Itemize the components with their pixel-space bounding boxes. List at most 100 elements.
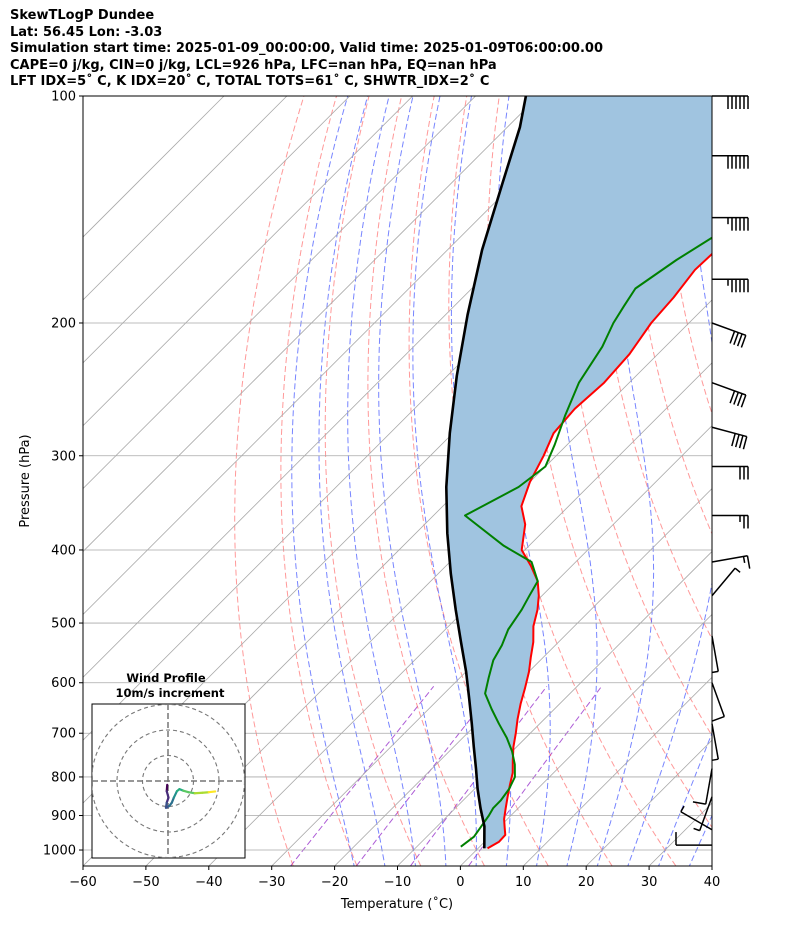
x-tick-label: −40 <box>195 875 222 890</box>
location-line: Lat: 56.45 Lon: -3.03 <box>10 24 163 40</box>
x-tick-label: −10 <box>384 875 411 890</box>
x-tick-label: −60 <box>69 875 96 890</box>
stability-line: CAPE=0 j/kg, CIN=0 j/kg, LCL=926 hPa, LF… <box>10 57 497 73</box>
x-tick-label: 10 <box>515 875 532 890</box>
station-title: SkewTLogP Dundee <box>10 8 155 23</box>
x-tick-label: 0 <box>456 875 464 890</box>
barb-staff <box>698 796 713 831</box>
shaded-area <box>446 96 712 849</box>
time-line: Simulation start time: 2025-01-09_00:00:… <box>10 41 603 57</box>
barb-flag <box>746 555 751 569</box>
hodograph-subtitle: 10m/s increment <box>116 686 225 700</box>
barb-half-flag <box>711 670 719 674</box>
dry-adiabat-line <box>760 96 794 866</box>
dry-adiabat-line <box>367 96 485 866</box>
isotherm-line <box>271 425 712 866</box>
wind-barbs <box>675 95 751 846</box>
isotherm-line <box>334 488 712 866</box>
barb-staff <box>711 322 747 337</box>
y-tick-label: 800 <box>51 770 76 785</box>
barb-half-flag <box>680 805 685 813</box>
wind-barb <box>692 768 713 805</box>
isotherm-line <box>83 96 413 427</box>
barb-staff <box>705 768 713 805</box>
barb-staff <box>711 555 748 563</box>
plot-area <box>83 96 794 866</box>
wind-barb <box>712 154 749 169</box>
barb-flag <box>731 433 736 447</box>
y-tick-label: 300 <box>51 449 76 464</box>
barb-flag <box>729 330 736 344</box>
x-tick-label: −30 <box>258 875 285 890</box>
barb-flag <box>733 332 740 346</box>
barb-staff <box>711 635 719 672</box>
y-tick-label: 200 <box>51 316 76 331</box>
temperature-profile-line <box>486 252 712 850</box>
barb-flag <box>740 394 747 408</box>
barb-flag <box>733 392 740 405</box>
wind-barb <box>711 555 751 569</box>
wind-barb <box>711 381 747 408</box>
dry-adiabat-line <box>486 96 677 866</box>
mixing-ratio-line <box>290 685 435 866</box>
dry-adiabat-line <box>408 96 549 866</box>
isotherm-line <box>83 96 225 238</box>
barb-half-flag <box>693 827 700 832</box>
y-tick-label: 500 <box>51 617 76 632</box>
isotherm-line <box>83 96 288 301</box>
barb-flag <box>729 390 736 404</box>
y-tick-label: 900 <box>51 809 76 824</box>
wind-barb <box>712 465 749 480</box>
barb-flag <box>692 801 706 805</box>
barb-flag <box>734 434 740 448</box>
hodograph-segment <box>165 790 170 799</box>
barb-flag <box>740 335 747 348</box>
hodograph-plot <box>92 704 245 858</box>
barb-half-flag <box>742 556 746 563</box>
barb-staff <box>680 811 713 831</box>
isotherm-line <box>83 96 602 615</box>
y-tick-label: 700 <box>51 727 76 742</box>
index-line: LFT IDX=5˚ C, K IDX=20˚ C, TOTAL TOTS=61… <box>10 74 490 90</box>
isotherm-line <box>397 550 712 866</box>
isotherm-line <box>83 96 539 553</box>
hodograph-segment <box>207 790 217 794</box>
dry-adiabat-line <box>234 96 305 866</box>
hodograph-inset: Wind Profile 10m/s increment <box>91 671 246 859</box>
moist-adiabat-line <box>412 96 477 866</box>
x-axis-label: Temperature (˚C) <box>340 896 453 912</box>
isotherm-line <box>711 865 712 866</box>
x-tick-label: 20 <box>578 875 595 890</box>
wind-barb <box>693 796 713 832</box>
barb-staff <box>711 381 747 396</box>
isotherm-line <box>523 676 712 866</box>
barb-flag <box>736 333 743 347</box>
dewpoint-profile-line <box>460 236 712 848</box>
wind-barb <box>711 723 719 762</box>
wind-barb <box>711 682 726 722</box>
dry-adiabat-line <box>324 96 422 866</box>
wind-barb <box>675 832 712 846</box>
wind-barb <box>711 635 719 674</box>
hodograph-title: Wind Profile <box>126 671 206 685</box>
wind-barb <box>711 322 747 348</box>
wind-barb <box>712 95 749 109</box>
axes: −60 −50 −40 −30 −20 −10 0 10 20 30 40 100 200 300 400 5… <box>43 90 720 891</box>
dry-adiabat-line <box>280 96 358 866</box>
isotherm-line <box>208 362 712 866</box>
wind-barb <box>712 278 749 293</box>
wind-barb <box>711 426 748 450</box>
wind-barb <box>712 514 749 529</box>
barb-flag <box>738 435 744 449</box>
y-tick-label: 1000 <box>43 844 76 859</box>
hodograph-segment <box>193 791 204 795</box>
hodograph-segment <box>172 790 179 799</box>
isotherm-line <box>460 613 712 866</box>
barb-staff <box>711 567 736 597</box>
chart-header: SkewTLogP Dundee Lat: 56.45 Lon: -3.03 S… <box>10 8 603 91</box>
isotherm-line <box>83 96 351 364</box>
barb-flag <box>736 393 743 407</box>
barb-half-flag <box>711 758 719 762</box>
barb-flag <box>742 436 748 450</box>
